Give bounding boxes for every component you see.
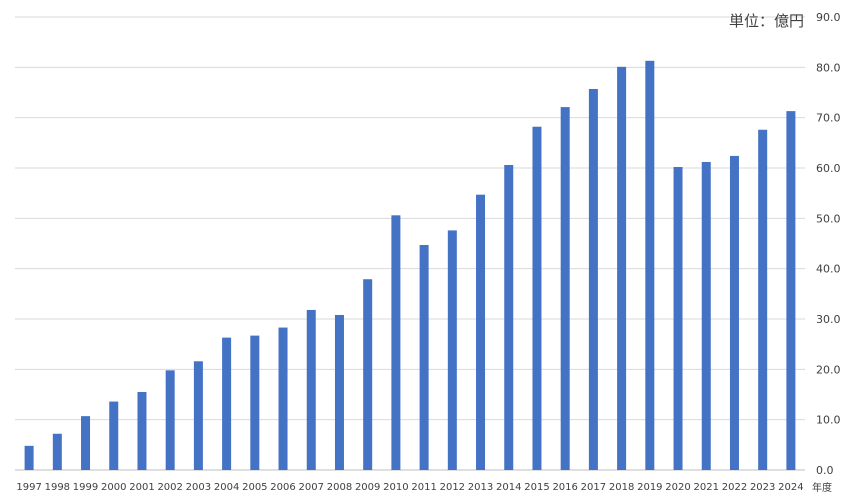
bar-2004 xyxy=(222,337,232,470)
bar-2022 xyxy=(729,155,739,471)
bar-2012 xyxy=(447,230,457,470)
bar-2009 xyxy=(363,279,373,470)
bar-1997 xyxy=(24,445,34,470)
x-tick-label: 2015 xyxy=(524,482,549,493)
bar-2019 xyxy=(645,60,655,470)
x-tick-label: 2021 xyxy=(694,482,719,493)
y-tick-label: 80.0 xyxy=(816,61,841,74)
x-axis-unit-label: 年度 xyxy=(812,481,832,494)
bar-2011 xyxy=(419,245,429,470)
bar-2008 xyxy=(334,314,344,470)
bar-2023 xyxy=(758,129,768,470)
x-tick-label: 2017 xyxy=(581,482,606,493)
x-tick-label: 2022 xyxy=(722,482,747,493)
bar-2002 xyxy=(165,370,175,470)
x-tick-label: 2016 xyxy=(552,482,577,493)
x-tick-label: 2019 xyxy=(637,482,662,493)
x-tick-label: 2001 xyxy=(129,482,154,493)
bars xyxy=(24,60,796,471)
bar-2003 xyxy=(193,361,203,470)
bar-2017 xyxy=(588,88,598,470)
bar-2006 xyxy=(278,327,288,470)
x-tick-label: 2010 xyxy=(383,482,408,493)
bar-2020 xyxy=(673,166,683,470)
y-axis-tick-labels: 0.0 10.0 20.0 30.0 40.0 50.0 60.0 70.0 80.0 90.0 xyxy=(816,11,841,477)
x-tick-label: 2004 xyxy=(214,482,239,493)
x-tick-label: 1998 xyxy=(45,482,70,493)
y-tick-label: 40.0 xyxy=(816,263,841,276)
x-tick-label: 2023 xyxy=(750,482,775,493)
x-tick-label: 2008 xyxy=(327,482,352,493)
y-tick-label: 0.0 xyxy=(816,464,834,477)
bar-2016 xyxy=(560,107,570,470)
bar-2005 xyxy=(250,335,260,470)
y-tick-label: 20.0 xyxy=(816,363,841,376)
x-tick-label: 2013 xyxy=(468,482,493,493)
x-tick-label: 2007 xyxy=(299,482,324,493)
x-tick-label: 2005 xyxy=(242,482,267,493)
y-tick-label: 60.0 xyxy=(816,162,841,175)
bar-2007 xyxy=(306,309,316,470)
x-tick-label: 2024 xyxy=(778,482,803,493)
x-tick-label: 2014 xyxy=(496,482,521,493)
bar-2010 xyxy=(391,215,401,470)
x-tick-label: 1999 xyxy=(73,482,98,493)
bar-2021 xyxy=(701,161,711,470)
x-axis-tick-labels: 1997 1998 1999 2000 2001 2002 2003 2004 2005 2006… xyxy=(16,482,803,493)
x-tick-label: 1997 xyxy=(16,482,41,493)
x-tick-label: 2003 xyxy=(186,482,211,493)
bar-2014 xyxy=(504,164,514,471)
x-tick-label: 2009 xyxy=(355,482,380,493)
bar-2015 xyxy=(532,126,542,470)
bar-1998 xyxy=(52,433,62,470)
gridlines xyxy=(15,16,805,471)
bar-2001 xyxy=(137,391,147,470)
x-tick-label: 2012 xyxy=(440,482,465,493)
x-tick-label: 2011 xyxy=(411,482,436,493)
bar-2018 xyxy=(617,66,627,470)
y-tick-label: 90.0 xyxy=(816,11,841,24)
x-tick-label: 2002 xyxy=(157,482,182,493)
x-tick-label: 2006 xyxy=(270,482,295,493)
x-tick-label: 2020 xyxy=(665,482,690,493)
unit-label: 単位：億円 xyxy=(728,12,804,30)
bar-2013 xyxy=(476,194,486,470)
bar-2000 xyxy=(109,401,119,470)
y-tick-label: 10.0 xyxy=(816,414,841,427)
bar-1999 xyxy=(81,416,91,470)
bar-2024 xyxy=(786,111,796,470)
y-tick-label: 30.0 xyxy=(816,313,841,326)
y-tick-label: 50.0 xyxy=(816,212,841,225)
x-tick-label: 2018 xyxy=(609,482,634,493)
x-tick-label: 2000 xyxy=(101,482,126,493)
y-tick-label: 70.0 xyxy=(816,112,841,125)
